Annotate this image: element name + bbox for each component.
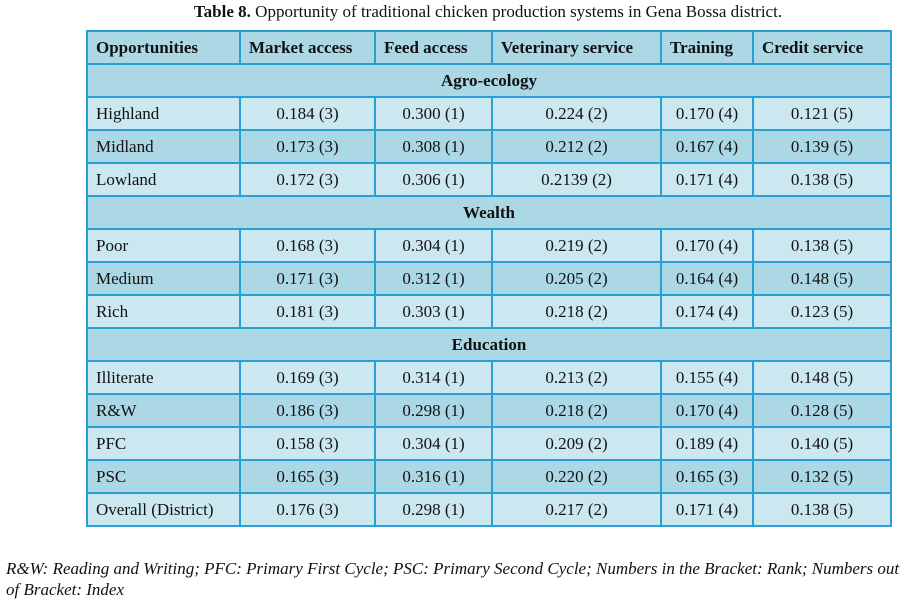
table-cell: 0.186 (3) <box>239 393 376 428</box>
table-cell: 0.167 (4) <box>660 129 754 164</box>
table-row: PFC 0.158 (3) 0.304 (1) 0.209 (2) 0.189 (4) 0… <box>86 426 892 461</box>
header-market-access: Market access <box>239 30 376 65</box>
table-cell: 0.165 (3) <box>660 459 754 494</box>
row-label: Illiterate <box>86 360 241 395</box>
header-feed-access: Feed access <box>374 30 493 65</box>
table-cell: 0.312 (1) <box>374 261 493 296</box>
table-cell: 0.220 (2) <box>491 459 662 494</box>
table-cell: 0.217 (2) <box>491 492 662 527</box>
row-label: PFC <box>86 426 241 461</box>
table-cell: 0.304 (1) <box>374 426 493 461</box>
table-cell: 0.164 (4) <box>660 261 754 296</box>
table-row: Illiterate 0.169 (3) 0.314 (1) 0.213 (2) 0.1… <box>86 360 892 395</box>
table-row: Lowland 0.172 (3) 0.306 (1) 0.2139 (2) 0.171… <box>86 162 892 197</box>
row-label: Overall (District) <box>86 492 241 527</box>
table-caption-text: Opportunity of traditional chicken produ… <box>250 2 783 21</box>
table-cell: 0.138 (5) <box>752 228 892 263</box>
table-row: R&W 0.186 (3) 0.298 (1) 0.218 (2) 0.170 (4) 0… <box>86 393 892 428</box>
table-cell: 0.181 (3) <box>239 294 376 329</box>
table-cell: 0.138 (5) <box>752 162 892 197</box>
table-row: Medium 0.171 (3) 0.312 (1) 0.205 (2) 0.164 (… <box>86 261 892 296</box>
table-cell: 0.218 (2) <box>491 393 662 428</box>
table-cell: 0.304 (1) <box>374 228 493 263</box>
section-row: Agro-ecology <box>86 63 892 98</box>
table-cell: 0.128 (5) <box>752 393 892 428</box>
table-cell: 0.189 (4) <box>660 426 754 461</box>
table-cell: 0.316 (1) <box>374 459 493 494</box>
opportunity-table: Opportunities Market access Feed access … <box>86 30 892 527</box>
table-row: Overall (District) 0.176 (3) 0.298 (1) 0.21… <box>86 492 892 527</box>
table-cell: 0.123 (5) <box>752 294 892 329</box>
table-footnote: R&W: Reading and Writing; PFC: Primary F… <box>6 559 900 599</box>
section-title: Education <box>86 327 892 362</box>
table-row: Rich 0.181 (3) 0.303 (1) 0.218 (2) 0.174 (4)… <box>86 294 892 329</box>
table-cell: 0.298 (1) <box>374 393 493 428</box>
table-cell: 0.138 (5) <box>752 492 892 527</box>
table-cell: 0.174 (4) <box>660 294 754 329</box>
table-cell: 0.170 (4) <box>660 393 754 428</box>
table-cell: 0.314 (1) <box>374 360 493 395</box>
table-cell: 0.172 (3) <box>239 162 376 197</box>
section-row: Education <box>86 327 892 362</box>
row-label: Medium <box>86 261 241 296</box>
row-label: Lowland <box>86 162 241 197</box>
table-cell: 0.165 (3) <box>239 459 376 494</box>
table-cell: 0.140 (5) <box>752 426 892 461</box>
table-cell: 0.308 (1) <box>374 129 493 164</box>
header-veterinary-service: Veterinary service <box>491 30 662 65</box>
table-cell: 0.2139 (2) <box>491 162 662 197</box>
table-cell: 0.213 (2) <box>491 360 662 395</box>
row-label: Rich <box>86 294 241 329</box>
table-cell: 0.300 (1) <box>374 96 493 131</box>
header-training: Training <box>660 30 754 65</box>
table-row: Poor 0.168 (3) 0.304 (1) 0.219 (2) 0.170 (4)… <box>86 228 892 263</box>
table-cell: 0.148 (5) <box>752 261 892 296</box>
table-caption: Table 8. Opportunity of traditional chic… <box>0 2 910 22</box>
row-label: Poor <box>86 228 241 263</box>
header-opportunities: Opportunities <box>86 30 241 65</box>
table-row: Midland 0.173 (3) 0.308 (1) 0.212 (2) 0.167 … <box>86 129 892 164</box>
row-label: Highland <box>86 96 241 131</box>
table-cell: 0.298 (1) <box>374 492 493 527</box>
table-cell: 0.158 (3) <box>239 426 376 461</box>
section-title: Wealth <box>86 195 892 230</box>
table-cell: 0.155 (4) <box>660 360 754 395</box>
table-cell: 0.169 (3) <box>239 360 376 395</box>
table-cell: 0.184 (3) <box>239 96 376 131</box>
table-cell: 0.170 (4) <box>660 96 754 131</box>
row-label: PSC <box>86 459 241 494</box>
table-row: Highland 0.184 (3) 0.300 (1) 0.224 (2) 0.170… <box>86 96 892 131</box>
table-cell: 0.173 (3) <box>239 129 376 164</box>
table-cell: 0.224 (2) <box>491 96 662 131</box>
table-cell: 0.170 (4) <box>660 228 754 263</box>
table-cell: 0.121 (5) <box>752 96 892 131</box>
table-cell: 0.218 (2) <box>491 294 662 329</box>
table-cell: 0.209 (2) <box>491 426 662 461</box>
table-cell: 0.132 (5) <box>752 459 892 494</box>
table-cell: 0.303 (1) <box>374 294 493 329</box>
header-credit-service: Credit service <box>752 30 892 65</box>
table-cell: 0.306 (1) <box>374 162 493 197</box>
table-cell: 0.168 (3) <box>239 228 376 263</box>
table-cell: 0.212 (2) <box>491 129 662 164</box>
table-cell: 0.176 (3) <box>239 492 376 527</box>
row-label: Midland <box>86 129 241 164</box>
row-label: R&W <box>86 393 241 428</box>
table-caption-label: Table 8. <box>193 2 251 21</box>
table-cell: 0.139 (5) <box>752 129 892 164</box>
section-row: Wealth <box>86 195 892 230</box>
table-cell: 0.171 (3) <box>239 261 376 296</box>
header-row: Opportunities Market access Feed access … <box>86 30 892 65</box>
table-cell: 0.171 (4) <box>660 492 754 527</box>
table-cell: 0.171 (4) <box>660 162 754 197</box>
table-cell: 0.205 (2) <box>491 261 662 296</box>
table-row: PSC 0.165 (3) 0.316 (1) 0.220 (2) 0.165 (3) 0… <box>86 459 892 494</box>
table-cell: 0.148 (5) <box>752 360 892 395</box>
table-cell: 0.219 (2) <box>491 228 662 263</box>
table-body: Agro-ecology Highland 0.184 (3) 0.300 (1) 0.… <box>86 63 892 527</box>
section-title: Agro-ecology <box>86 63 892 98</box>
